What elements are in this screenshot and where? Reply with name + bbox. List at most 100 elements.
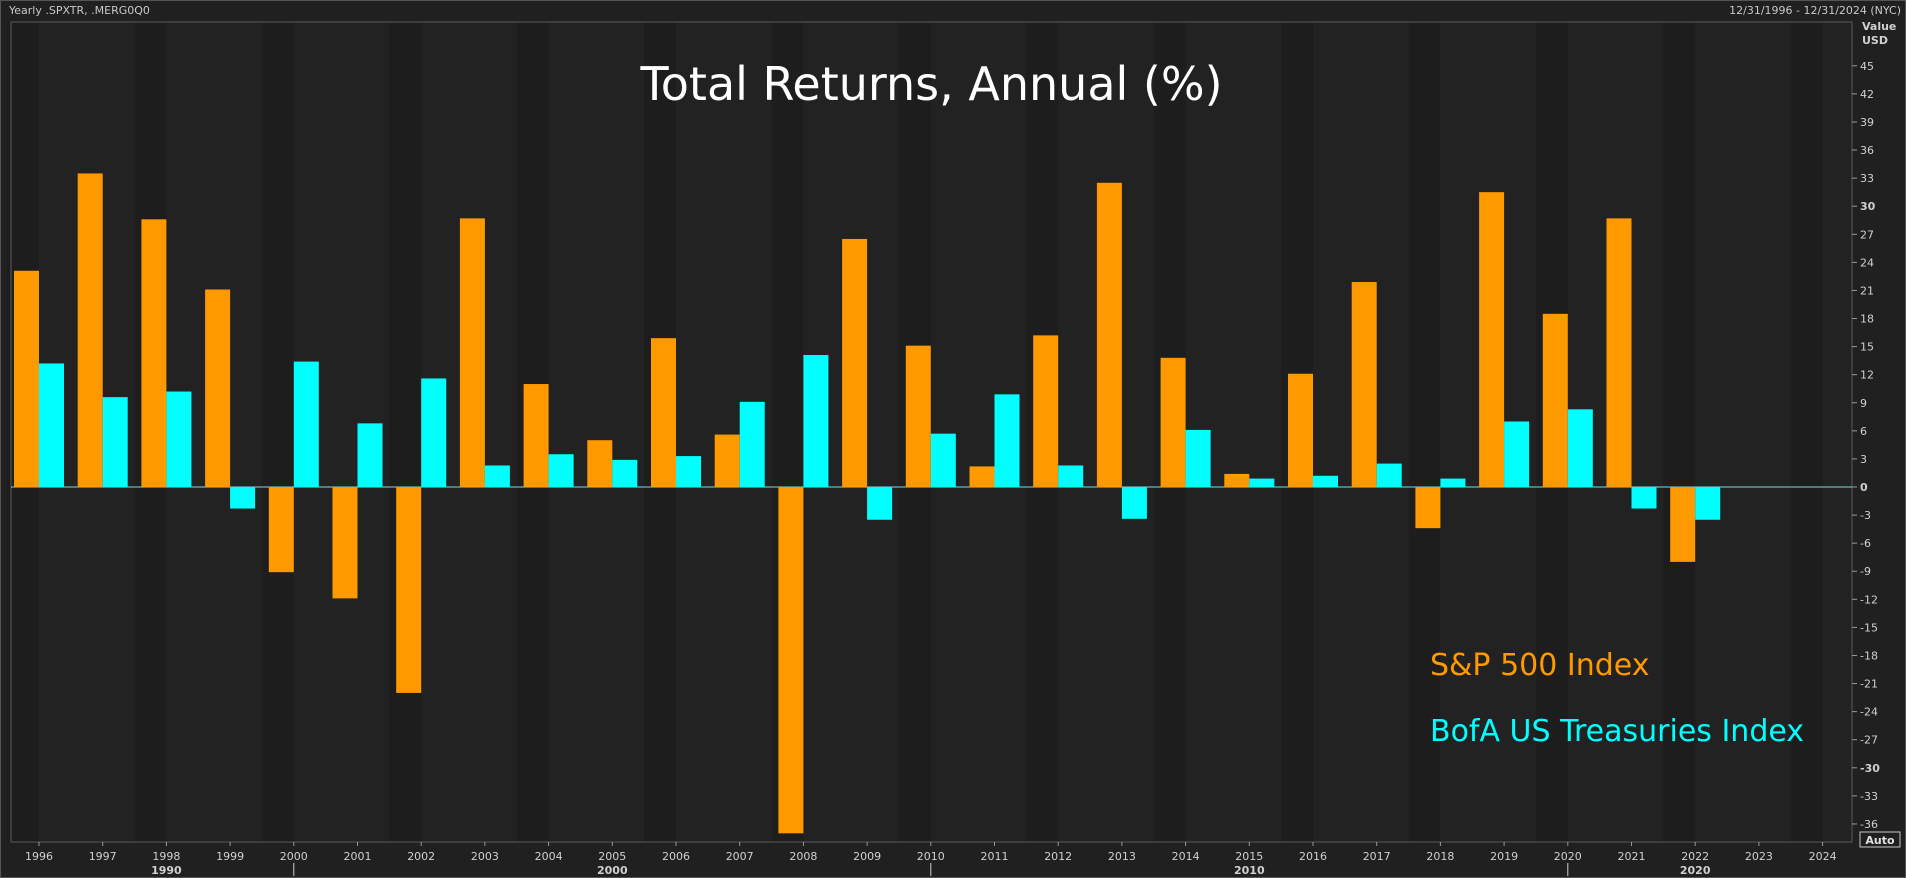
y-tick-label: 3: [1860, 453, 1867, 466]
y-tick-label: 30: [1860, 200, 1876, 213]
x-tick-label: 2022: [1681, 850, 1709, 863]
treasuries-bar: [230, 487, 256, 509]
sp500-bar: [1479, 192, 1505, 487]
treasuries-bar: [676, 456, 701, 487]
y-tick-label: 24: [1860, 256, 1874, 269]
y-tick-label: 39: [1860, 116, 1874, 129]
sp500-bar: [587, 440, 613, 487]
treasuries-bar: [484, 465, 510, 487]
sp500-bar: [1351, 282, 1377, 487]
legend-treasuries: BofA US Treasuries Index: [1430, 714, 1804, 749]
sp500-bar: [332, 487, 358, 599]
treasuries-bar: [1695, 487, 1721, 520]
x-tick-label: 1997: [89, 850, 117, 863]
sp500-bar: [459, 218, 485, 488]
y-tick-label: -27: [1860, 734, 1878, 747]
treasuries-bar: [1058, 465, 1084, 487]
x-tick-label: 2009: [853, 850, 881, 863]
y-tick-label: 0: [1860, 481, 1868, 494]
y-tick-label: 6: [1860, 425, 1867, 438]
treasuries-bar: [1376, 463, 1402, 487]
y-tick-label: -21: [1860, 678, 1878, 691]
y-tick-label: -36: [1860, 818, 1878, 831]
sp500-bar: [205, 289, 231, 487]
treasuries-bar: [930, 433, 956, 487]
y-tick-label: -18: [1860, 649, 1878, 662]
y-tick-label: 45: [1860, 60, 1874, 73]
x-tick-label: 2020: [1554, 850, 1582, 863]
x-tick-label: 2003: [471, 850, 499, 863]
treasuries-bar: [803, 355, 829, 487]
treasuries-bar: [166, 391, 192, 487]
treasuries-bar: [1313, 475, 1338, 487]
y-axis-unit: USD: [1862, 34, 1888, 47]
x-tick-label: 2019: [1490, 850, 1518, 863]
y-tick-label: 15: [1860, 341, 1874, 354]
treasuries-bar: [867, 487, 893, 520]
y-tick-label: -24: [1860, 706, 1878, 719]
x-tick-label: 2015: [1235, 850, 1263, 863]
x-tick-label: 2001: [344, 850, 372, 863]
instrument-label: Yearly .SPXTR, .MERG0Q0: [9, 4, 150, 17]
sp500-bar: [77, 173, 103, 487]
y-tick-label: -15: [1860, 621, 1878, 634]
sp500-bar: [842, 238, 868, 487]
y-tick-label: -6: [1860, 537, 1871, 550]
treasuries-bar: [994, 394, 1020, 487]
x-tick-label: 1999: [216, 850, 244, 863]
plot-border: [10, 21, 1853, 843]
x-tick-label: 1998: [152, 850, 180, 863]
x-tick-label: 2017: [1363, 850, 1391, 863]
treasuries-bar: [612, 459, 638, 487]
x-tick-label: 2011: [981, 850, 1009, 863]
x-tick-label: 2014: [1172, 850, 1200, 863]
treasuries-bar: [1567, 409, 1593, 487]
treasuries-bar: [1631, 487, 1657, 509]
x-tick-label: 2008: [789, 850, 817, 863]
x-tick-label: 2016: [1299, 850, 1327, 863]
y-tick-label: -30: [1860, 762, 1880, 775]
y-tick-label: -12: [1860, 593, 1878, 606]
y-tick-label: -3: [1860, 509, 1871, 522]
decade-label: 2010: [1234, 864, 1265, 877]
y-tick-label: 18: [1860, 313, 1874, 326]
treasuries-bar: [739, 401, 765, 487]
y-tick-label: 12: [1860, 369, 1874, 382]
treasuries-bar: [357, 423, 383, 487]
sp500-bar: [523, 384, 549, 487]
treasuries-bar: [39, 363, 64, 487]
x-tick-label: 2006: [662, 850, 690, 863]
sp500-bar: [1415, 487, 1441, 529]
x-tick-label: 2000: [280, 850, 308, 863]
x-tick-label: 2013: [1108, 850, 1136, 863]
auto-scale-button: [1859, 831, 1901, 848]
x-tick-label: 2005: [598, 850, 626, 863]
sp500-bar: [141, 219, 167, 487]
x-tick-label: 2024: [1809, 850, 1837, 863]
sp500-bar: [969, 466, 995, 487]
sp500-bar: [1160, 357, 1186, 487]
x-tick-label: 2023: [1745, 850, 1773, 863]
treasuries-bar: [421, 378, 447, 487]
x-tick-label: 2004: [535, 850, 563, 863]
sp500-bar: [396, 487, 422, 693]
decade-label: 1990: [151, 864, 182, 877]
y-tick-label: -33: [1860, 790, 1878, 803]
sp500-bar: [1096, 182, 1122, 488]
x-tick-label: 1996: [25, 850, 53, 863]
year-band: [1790, 22, 1823, 842]
sp500-bar: [1288, 373, 1313, 487]
y-tick-label: -9: [1860, 565, 1871, 578]
decade-label: 2000: [597, 864, 628, 877]
y-tick-label: 42: [1860, 88, 1874, 101]
y-tick-label: 27: [1860, 228, 1874, 241]
auto-scale-label[interactable]: Auto: [1865, 834, 1895, 847]
treasuries-bar: [1121, 487, 1147, 519]
year-band: [1408, 22, 1441, 842]
x-tick-label: 2010: [917, 850, 945, 863]
sp500-bar: [268, 487, 294, 573]
sp500-bar: [714, 434, 740, 487]
y-axis-label: Value: [1862, 20, 1896, 33]
y-tick-label: 33: [1860, 172, 1874, 185]
